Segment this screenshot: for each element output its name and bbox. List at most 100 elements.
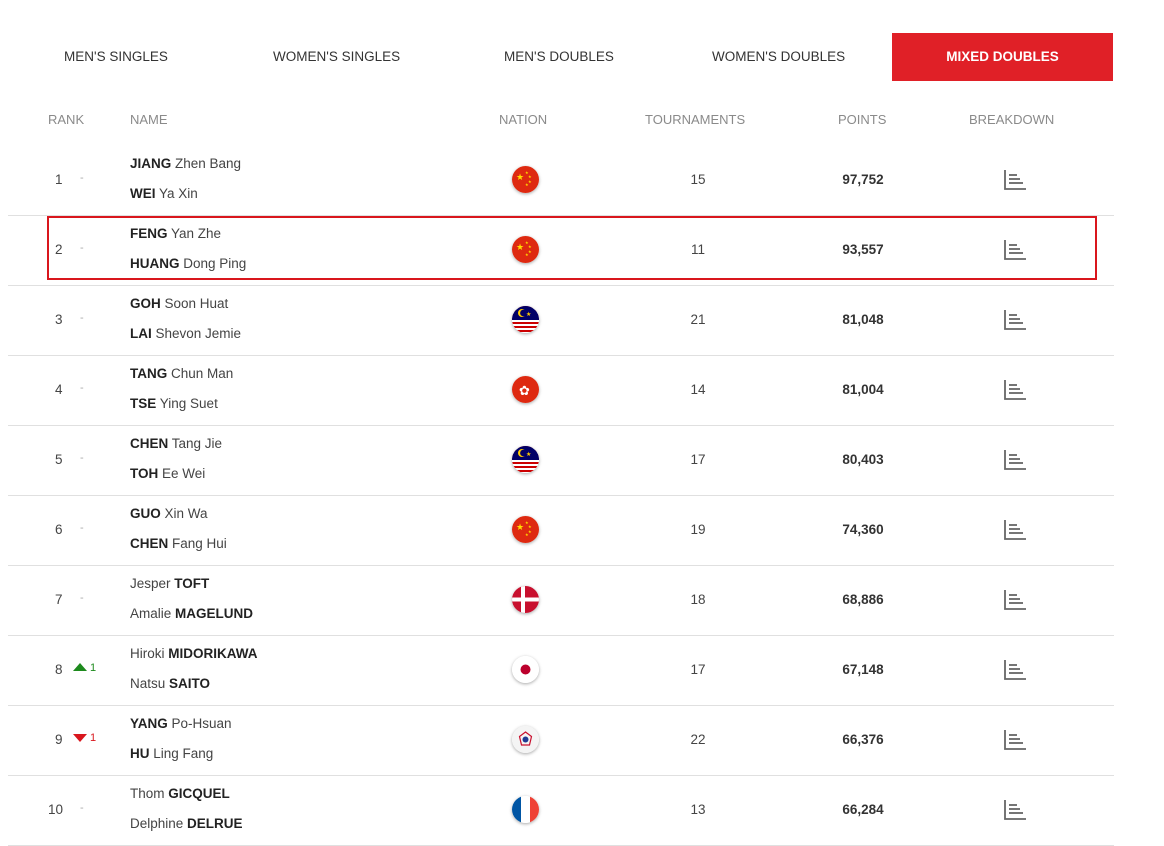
player2-surname: DELRUE <box>187 816 243 831</box>
player2-name[interactable]: Delphine DELRUE <box>130 816 243 831</box>
rank-movement: 1 <box>73 662 96 674</box>
player2-surname: TOH <box>130 466 159 481</box>
table-row: 9 1 YANG Po-Hsuan HU Ling Fang 22 66,376 <box>8 705 1114 776</box>
breakdown-chart-icon[interactable] <box>1003 659 1027 681</box>
player1-given: Po-Hsuan <box>167 716 232 731</box>
player1-surname: MIDORIKAWA <box>168 646 258 661</box>
points-value: 67,148 <box>842 662 884 677</box>
malaysia-flag-icon: ★ <box>512 446 539 473</box>
player1-given: Chun Man <box>167 366 234 381</box>
rank-movement: 1 <box>73 732 96 744</box>
player1-given: Tang Jie <box>168 436 223 451</box>
china-flag-icon: ★ ★ ★ ★ ★ <box>512 516 539 543</box>
highlight-box <box>47 216 1097 280</box>
player2-given: Amalie <box>130 606 176 621</box>
player2-name[interactable]: Natsu SAITO <box>130 676 210 691</box>
player2-given: Ling Fang <box>149 746 214 761</box>
tab-mixed-doubles[interactable]: MIXED DOUBLES <box>892 33 1113 81</box>
tab-womens-doubles[interactable]: WOMEN'S DOUBLES <box>712 49 846 64</box>
player1-name[interactable]: JIANG Zhen Bang <box>130 156 241 171</box>
player2-name[interactable]: HUANG Dong Ping <box>130 256 246 271</box>
tournaments-count: 17 <box>690 662 706 677</box>
breakdown-chart-icon[interactable] <box>1003 729 1027 751</box>
breakdown-chart-icon[interactable] <box>1003 379 1027 401</box>
rank-movement: - <box>80 242 84 254</box>
rank-number: 7 <box>55 592 63 607</box>
header-name: NAME <box>130 112 168 127</box>
header-tournaments: TOURNAMENTS <box>645 112 746 127</box>
svg-text:★: ★ <box>525 170 529 175</box>
tournaments-count: 21 <box>690 312 706 327</box>
player2-name[interactable]: WEI Ya Xin <box>130 186 198 201</box>
svg-text:★: ★ <box>516 172 524 182</box>
player2-surname: WEI <box>130 186 156 201</box>
player1-given: Zhen Bang <box>171 156 242 171</box>
breakdown-chart-icon[interactable] <box>1003 309 1027 331</box>
player2-name[interactable]: TSE Ying Suet <box>130 396 218 411</box>
svg-text:★: ★ <box>528 529 532 534</box>
player2-given: Delphine <box>130 816 188 831</box>
player2-name[interactable]: HU Ling Fang <box>130 746 213 761</box>
rank-change: - <box>80 382 84 394</box>
tournaments-count: 13 <box>690 802 706 817</box>
points-value: 93,557 <box>842 242 884 257</box>
header-points: POINTS <box>838 112 887 127</box>
player1-given: Yan Zhe <box>167 226 222 241</box>
svg-text:★: ★ <box>516 242 524 252</box>
category-tabs: MEN'S SINGLES WOMEN'S SINGLES MEN'S DOUB… <box>0 33 1164 81</box>
breakdown-chart-icon[interactable] <box>1003 799 1027 821</box>
player1-name[interactable]: FENG Yan Zhe <box>130 226 221 241</box>
rank-number: 2 <box>55 242 63 257</box>
svg-text:★: ★ <box>516 522 524 532</box>
player1-name[interactable]: GOH Soon Huat <box>130 296 228 311</box>
tab-mens-doubles[interactable]: MEN'S DOUBLES <box>504 49 614 64</box>
player1-name[interactable]: Thom GICQUEL <box>130 786 230 801</box>
rank-change: - <box>80 522 84 534</box>
breakdown-chart-icon[interactable] <box>1003 589 1027 611</box>
tournaments-count: 11 <box>690 242 705 257</box>
player1-name[interactable]: CHEN Tang Jie <box>130 436 222 451</box>
points-value: 66,376 <box>842 732 884 747</box>
player1-given: Soon Huat <box>160 296 229 311</box>
tournaments-count: 15 <box>690 172 706 187</box>
player2-surname: MAGELUND <box>175 606 254 621</box>
table-row: 10 - Thom GICQUEL Delphine DELRUE 13 66,284 <box>8 775 1114 846</box>
table-row: 2 - FENG Yan Zhe HUANG Dong Ping ★ ★ ★ ★ ★ 11 93,5… <box>8 215 1114 286</box>
player1-name[interactable]: Jesper TOFT <box>130 576 209 591</box>
player2-name[interactable]: LAI Shevon Jemie <box>130 326 241 341</box>
player2-name[interactable]: CHEN Fang Hui <box>130 536 227 551</box>
tab-womens-singles[interactable]: WOMEN'S SINGLES <box>273 49 401 64</box>
player2-name[interactable]: Amalie MAGELUND <box>130 606 253 621</box>
player2-given: Ying Suet <box>156 396 218 411</box>
player2-given: Ee Wei <box>158 466 206 481</box>
rank-change: - <box>80 802 84 814</box>
player2-given: Fang Hui <box>168 536 227 551</box>
player1-name[interactable]: GUO Xin Wa <box>130 506 208 521</box>
rank-movement: - <box>80 522 84 534</box>
player1-given: Hiroki <box>130 646 169 661</box>
rank-change: 1 <box>90 662 97 674</box>
player1-given: Jesper <box>130 576 175 591</box>
rank-number: 10 <box>48 802 64 817</box>
rank-number: 9 <box>55 732 63 747</box>
rank-change: - <box>80 172 84 184</box>
breakdown-chart-icon[interactable] <box>1003 169 1027 191</box>
player1-name[interactable]: Hiroki MIDORIKAWA <box>130 646 258 661</box>
svg-text:✿: ✿ <box>519 383 530 398</box>
rank-number: 5 <box>55 452 63 467</box>
player1-surname: JIANG <box>130 156 172 171</box>
tournaments-count: 14 <box>690 382 706 397</box>
header-breakdown: BREAKDOWN <box>969 112 1055 127</box>
svg-text:★: ★ <box>525 252 529 257</box>
breakdown-chart-icon[interactable] <box>1003 449 1027 471</box>
player1-name[interactable]: YANG Po-Hsuan <box>130 716 232 731</box>
player1-surname: CHEN <box>130 436 169 451</box>
breakdown-chart-icon[interactable] <box>1003 519 1027 541</box>
player2-name[interactable]: TOH Ee Wei <box>130 466 205 481</box>
player2-surname: CHEN <box>130 536 169 551</box>
player1-name[interactable]: TANG Chun Man <box>130 366 233 381</box>
tab-mens-singles[interactable]: MEN'S SINGLES <box>64 49 168 64</box>
points-value: 74,360 <box>842 522 884 537</box>
player1-surname: GOH <box>130 296 161 311</box>
breakdown-chart-icon[interactable] <box>1003 239 1027 261</box>
